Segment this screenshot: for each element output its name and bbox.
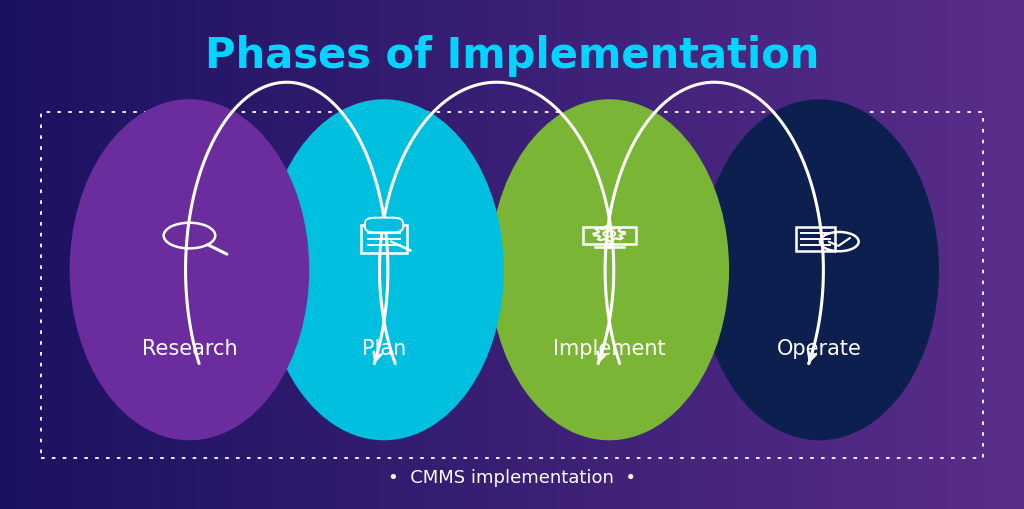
Ellipse shape bbox=[699, 99, 939, 440]
Text: Plan: Plan bbox=[361, 338, 407, 359]
FancyBboxPatch shape bbox=[365, 218, 403, 233]
Text: Phases of Implementation: Phases of Implementation bbox=[205, 35, 819, 77]
Text: Implement: Implement bbox=[553, 338, 666, 359]
Text: •  CMMS implementation  •: • CMMS implementation • bbox=[388, 469, 636, 487]
Ellipse shape bbox=[489, 99, 729, 440]
Ellipse shape bbox=[264, 99, 504, 440]
Text: Operate: Operate bbox=[777, 338, 861, 359]
Ellipse shape bbox=[70, 99, 309, 440]
Text: Research: Research bbox=[141, 338, 238, 359]
